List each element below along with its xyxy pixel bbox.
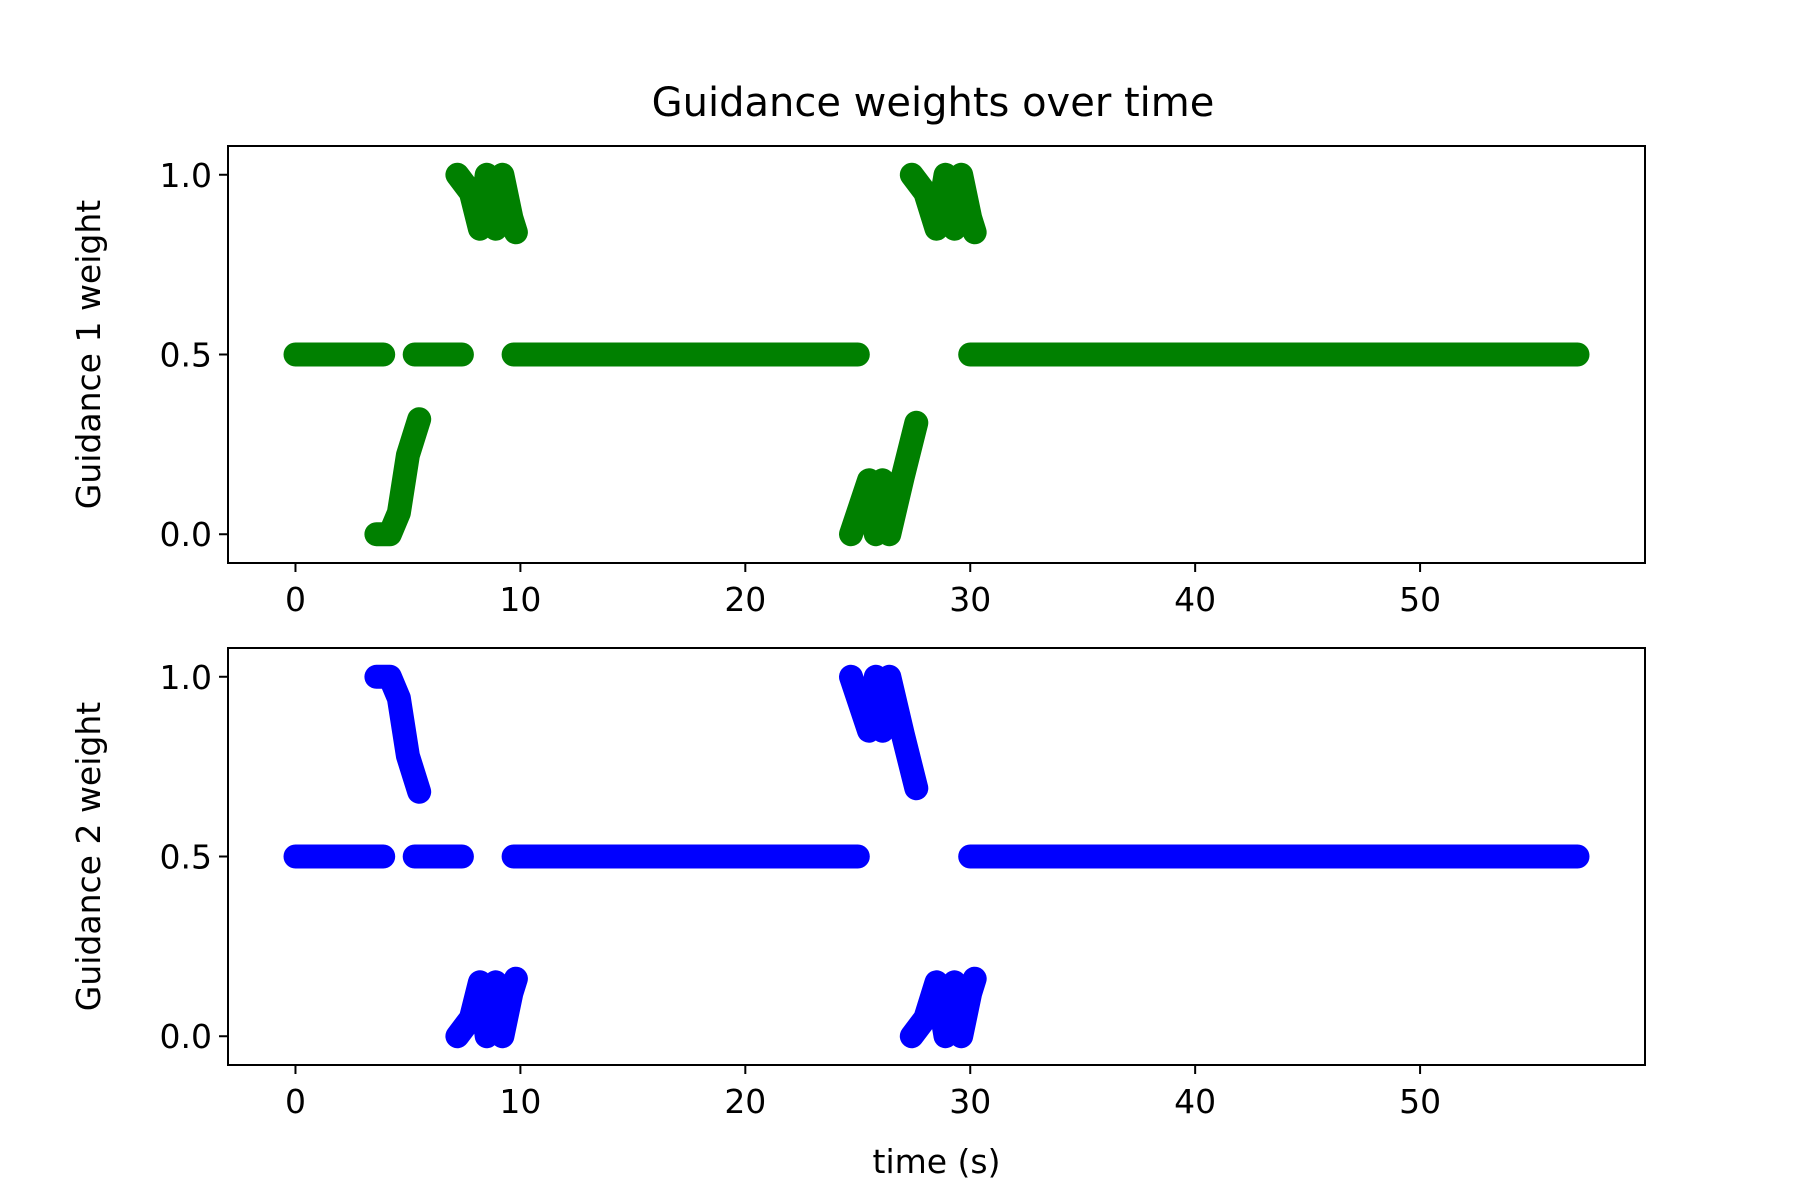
- chart-2-y-tick-label: 1.0: [160, 658, 212, 697]
- chart-1-y-axis-label: Guidance 1 weight: [69, 200, 108, 509]
- chart-1-x-tick-label: 40: [1174, 580, 1216, 619]
- chart-2-x-tick-label: 20: [724, 1082, 766, 1121]
- chart-2-series-segment-5: [364, 664, 432, 804]
- chart-1-y-tick-label: 0.0: [160, 515, 212, 554]
- subplot-guidance-1: 0 10 20 30 40 50 0.0 0.5 1.0 Guidance 1 weight: [69, 145, 1646, 619]
- figure-title: Guidance weights over time: [652, 80, 1215, 126]
- chart-2-series-segment-8: [899, 966, 987, 1049]
- chart-2-y-tick-label: 0.0: [160, 1017, 212, 1056]
- chart-1-x-tick-label: 10: [499, 580, 541, 619]
- chart-2-series-segment-7: [839, 664, 929, 801]
- chart-1-series-segment-5: [364, 407, 432, 547]
- chart-2-x-tick-label: 40: [1174, 1082, 1216, 1121]
- chart-2-x-tick-label: 30: [949, 1082, 991, 1121]
- chart-1-series-segment-7: [839, 410, 929, 547]
- chart-2-x-axis-label: time (s): [873, 1142, 1001, 1181]
- chart-1-x-tick-label: 50: [1399, 580, 1441, 619]
- subplot-guidance-2: 0 10 20 30 40 50 0.0 0.5 1.0 Guidance 2 weight tim…: [69, 647, 1646, 1181]
- chart-2-x-tick-label: 0: [285, 1082, 306, 1121]
- chart-1-x-tick-label: 30: [949, 580, 991, 619]
- chart-2-x-tick-label: 10: [499, 1082, 541, 1121]
- chart-1-y-tick-label: 0.5: [160, 336, 212, 375]
- chart-1-series-segment-6: [445, 162, 528, 245]
- chart-1-y-tick-label: 1.0: [160, 156, 212, 195]
- chart-2-y-tick-label: 0.5: [160, 838, 212, 877]
- chart-1-series-segment-8: [899, 162, 987, 245]
- chart-1-x-tick-label: 0: [285, 580, 306, 619]
- chart-1-x-tick-label: 20: [724, 580, 766, 619]
- chart-2-y-axis-label: Guidance 2 weight: [69, 702, 108, 1011]
- chart-2-x-tick-label: 50: [1399, 1082, 1441, 1121]
- chart-2-series-segment-6: [445, 966, 528, 1049]
